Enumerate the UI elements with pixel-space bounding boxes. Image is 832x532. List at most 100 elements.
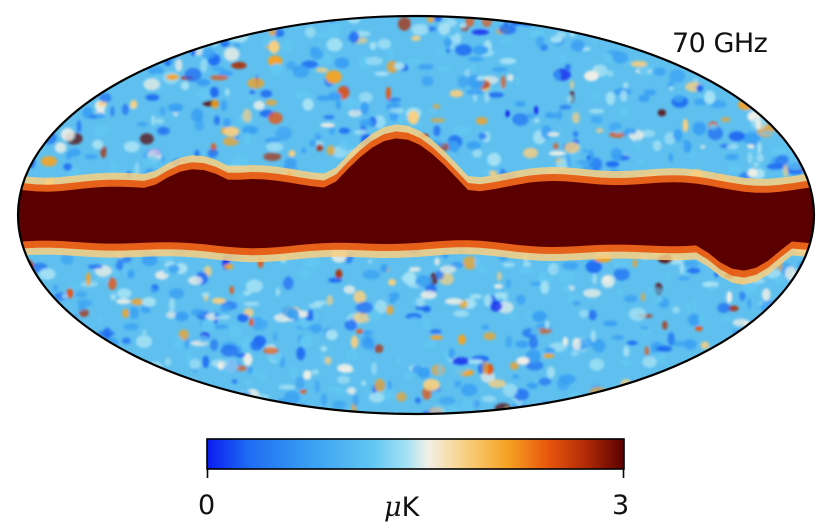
- map-texture-spot: [561, 285, 571, 293]
- map-texture-spot: [374, 378, 386, 392]
- map-texture-spot: [397, 356, 402, 366]
- map-texture-spot: [325, 70, 342, 84]
- map-texture-spot: [464, 69, 470, 77]
- map-texture-spot: [522, 261, 532, 267]
- map-texture-spot: [387, 97, 402, 102]
- map-texture-spot: [726, 143, 739, 150]
- map-texture-spot: [136, 335, 152, 348]
- map-texture-spot: [97, 342, 106, 347]
- map-texture-spot: [326, 38, 343, 52]
- map-texture-spot: [624, 294, 638, 303]
- map-texture-spot: [350, 335, 359, 349]
- map-texture-spot: [316, 95, 333, 101]
- map-texture-spot: [525, 349, 542, 363]
- map-texture-spot: [116, 298, 131, 305]
- map-texture-spot: [115, 260, 124, 271]
- map-texture-spot: [222, 136, 239, 146]
- colorbar-max-label: 3: [612, 490, 630, 521]
- map-texture-spot: [110, 160, 119, 175]
- map-texture-spot: [484, 91, 490, 104]
- map-texture-spot: [506, 279, 512, 289]
- map-texture-spot: [377, 38, 392, 50]
- map-texture-spot: [218, 70, 233, 77]
- map-texture-spot: [352, 394, 359, 407]
- map-texture-spot: [455, 369, 464, 376]
- map-texture-spot: [299, 389, 307, 394]
- map-texture-spot: [592, 92, 601, 100]
- map-texture-spot: [121, 337, 131, 345]
- map-texture-spot: [547, 132, 560, 137]
- map-texture-spot: [65, 151, 72, 160]
- map-texture-spot: [717, 302, 731, 313]
- map-texture-spot: [154, 118, 165, 124]
- map-texture-spot: [265, 137, 281, 144]
- map-texture-spot: [220, 99, 227, 112]
- map-texture-spot: [229, 285, 234, 295]
- map-texture-spot: [595, 127, 604, 134]
- map-texture-spot: [672, 306, 680, 314]
- map-texture-spot: [662, 320, 668, 330]
- map-texture-spot: [191, 108, 204, 123]
- map-texture-spot: [310, 323, 322, 334]
- map-texture-spot: [54, 142, 67, 154]
- map-texture-spot: [310, 369, 320, 375]
- map-texture-spot: [500, 37, 513, 45]
- map-texture-spot: [360, 336, 374, 350]
- map-texture-spot: [427, 109, 436, 115]
- map-texture-spot: [338, 127, 351, 134]
- map-texture-spot: [244, 132, 252, 146]
- map-texture-spot: [421, 317, 432, 330]
- map-texture-spot: [701, 281, 720, 288]
- map-texture-spot: [626, 340, 638, 346]
- map-texture-spot: [242, 108, 252, 123]
- map-texture-spot: [586, 155, 591, 160]
- map-texture-spot: [191, 308, 205, 316]
- map-texture-spot: [249, 318, 254, 327]
- map-texture-spot: [453, 125, 472, 135]
- map-texture-spot: [448, 348, 455, 359]
- map-texture-spot: [432, 16, 443, 22]
- map-texture-spot: [707, 286, 718, 291]
- map-texture-spot: [404, 371, 414, 380]
- map-texture-spot: [603, 320, 618, 327]
- map-texture-spot: [315, 67, 329, 73]
- map-texture-spot: [201, 292, 211, 297]
- map-texture-spot: [168, 264, 180, 274]
- map-texture-spot: [140, 305, 151, 314]
- map-texture-spot: [460, 399, 478, 411]
- map-texture-spot: [478, 133, 487, 140]
- map-texture-spot: [408, 266, 421, 272]
- map-texture-spot: [335, 269, 343, 279]
- map-texture-spot: [592, 274, 597, 285]
- map-texture-spot: [142, 156, 160, 166]
- map-texture-spot: [369, 41, 377, 51]
- galactic-plane-band: [18, 124, 814, 285]
- map-texture-spot: [482, 361, 489, 375]
- map-texture-spot: [577, 338, 596, 348]
- map-texture-spot: [571, 112, 580, 124]
- map-texture-spot: [550, 35, 563, 43]
- map-texture-spot: [457, 334, 466, 345]
- map-texture-spot: [68, 148, 81, 157]
- map-texture-spot: [362, 269, 381, 280]
- map-texture-spot: [417, 64, 434, 70]
- map-texture-spot: [632, 258, 638, 268]
- map-texture-spot: [709, 124, 717, 130]
- map-texture-spot: [358, 91, 373, 104]
- map-texture-spot: [557, 109, 563, 121]
- map-texture-spot: [466, 141, 481, 150]
- map-texture-spot: [454, 380, 462, 388]
- map-texture-spot: [566, 95, 573, 103]
- map-texture-spot: [75, 291, 87, 298]
- map-texture-spot: [94, 277, 110, 284]
- map-texture-spot: [502, 383, 518, 398]
- map-texture-spot: [435, 269, 444, 280]
- map-texture-spot: [755, 118, 761, 130]
- map-texture-spot: [669, 86, 674, 91]
- map-texture-spot: [39, 268, 56, 280]
- map-texture-spot: [229, 325, 241, 339]
- map-texture-spot: [348, 109, 362, 118]
- map-texture-spot: [438, 396, 456, 405]
- map-texture-spot: [558, 374, 576, 385]
